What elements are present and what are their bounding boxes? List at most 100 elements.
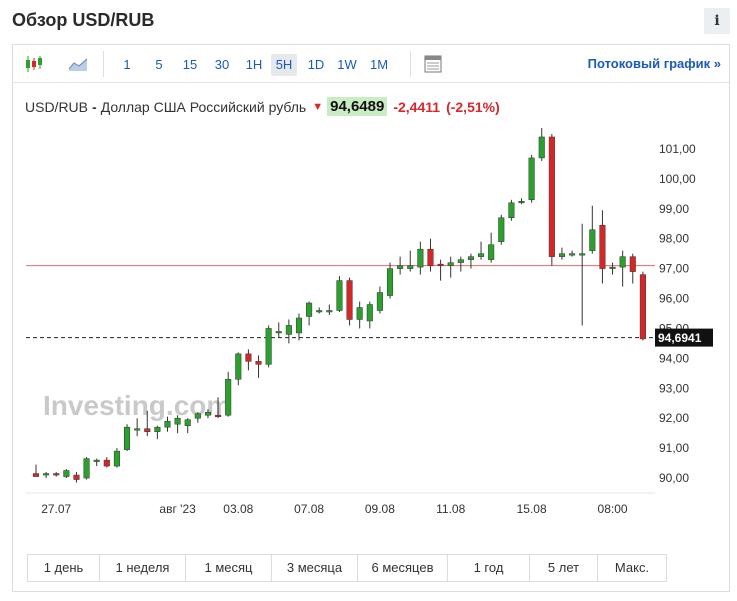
candle-up bbox=[306, 302, 313, 317]
quote-line: USD/RUB - Доллар США Российский рубль ▼ 94,6… bbox=[25, 97, 500, 117]
candle-down bbox=[346, 280, 353, 320]
x-tick-label: 09.08 bbox=[365, 502, 395, 516]
y-tick-label: 96,00 bbox=[659, 292, 689, 306]
candle-down bbox=[73, 474, 80, 480]
y-tick-label: 99,00 bbox=[659, 202, 689, 216]
range-button[interactable]: 3 месяца bbox=[272, 555, 358, 581]
candle-up bbox=[194, 413, 201, 419]
price-change: -2,4411 bbox=[393, 98, 441, 115]
candle-down bbox=[32, 473, 40, 477]
streaming-chart-link[interactable]: Потоковый график » bbox=[587, 56, 721, 71]
candle-up bbox=[336, 280, 343, 311]
quote-symbol: USD/RUB bbox=[25, 98, 89, 115]
range-button[interactable]: 1 неделя bbox=[100, 555, 186, 581]
candle-up bbox=[235, 353, 242, 380]
y-tick-label: 94,00 bbox=[659, 351, 689, 365]
y-tick-label: 92,00 bbox=[659, 411, 689, 425]
candle-up bbox=[83, 458, 90, 479]
candle-up bbox=[467, 256, 474, 260]
toolbar-divider bbox=[103, 51, 104, 77]
interval-5h[interactable]: 5H bbox=[271, 54, 297, 76]
interval-30[interactable]: 30 bbox=[214, 57, 230, 72]
candle-up bbox=[386, 268, 394, 296]
y-tick-label: 91,00 bbox=[659, 441, 689, 455]
candle-up bbox=[488, 244, 495, 260]
range-button[interactable]: 1 год bbox=[448, 555, 530, 581]
x-tick-label: 27.07 bbox=[41, 502, 71, 516]
candle-up bbox=[376, 292, 383, 311]
candle-up bbox=[589, 229, 596, 251]
candle-up bbox=[225, 379, 232, 416]
candle-up bbox=[265, 328, 272, 365]
candle-down bbox=[144, 428, 151, 432]
candle-down bbox=[53, 473, 60, 476]
down-arrow-icon: ▼ bbox=[312, 100, 324, 113]
candle-down bbox=[639, 274, 646, 340]
x-tick-label: 11.08 bbox=[436, 502, 465, 516]
candle-up bbox=[295, 317, 303, 334]
toolbar-divider bbox=[410, 51, 411, 77]
last-price: 94,6489 bbox=[327, 97, 388, 116]
candle-down bbox=[215, 414, 222, 417]
info-icon[interactable]: i bbox=[704, 8, 730, 34]
range-button[interactable]: 1 день bbox=[28, 555, 100, 581]
area-chart-icon[interactable] bbox=[67, 53, 89, 75]
candle-up bbox=[174, 417, 181, 425]
candle-down bbox=[427, 248, 434, 266]
candle-up bbox=[316, 310, 323, 313]
y-tick-label: 100,00 bbox=[659, 172, 696, 186]
y-tick-label: 93,00 bbox=[659, 381, 689, 395]
candle-down bbox=[103, 459, 110, 467]
range-button[interactable]: Макс. bbox=[614, 560, 650, 575]
candle-up bbox=[407, 265, 414, 269]
range-button[interactable]: 1 месяц bbox=[186, 555, 272, 581]
candle-up bbox=[417, 248, 424, 268]
price-change-percent: (-2,51%) bbox=[446, 98, 500, 115]
candle-up bbox=[134, 428, 141, 431]
y-tick-label: 97,00 bbox=[659, 262, 689, 276]
candle-up bbox=[397, 265, 404, 269]
x-tick-label: авг '23 bbox=[159, 502, 196, 516]
range-button[interactable]: 6 месяцев bbox=[358, 555, 448, 581]
quote-separator: - bbox=[92, 98, 97, 115]
time-range-bar: 1 день 1 неделя 1 месяц 3 месяца 6 месяцев 1 … bbox=[27, 554, 667, 582]
candle-up bbox=[579, 253, 586, 256]
candle-up bbox=[326, 310, 333, 313]
candle-down bbox=[629, 256, 636, 272]
candle-up bbox=[447, 262, 454, 266]
candle-up bbox=[558, 253, 565, 257]
y-tick-label: 101,00 bbox=[659, 142, 696, 156]
chart-toolbar: 1 5 15 30 1H 5H 1D 1W 1M Потоковый графи… bbox=[13, 45, 729, 83]
candlestick-chart[interactable]: Investing.com90,0091,0092,0093,0094,0095… bbox=[13, 125, 729, 525]
table-view-icon[interactable] bbox=[422, 53, 444, 75]
interval-1h[interactable]: 1H bbox=[245, 57, 263, 72]
candle-up bbox=[63, 470, 70, 477]
interval-15[interactable]: 15 bbox=[182, 57, 198, 72]
candle-down bbox=[437, 263, 444, 266]
interval-1m[interactable]: 1M bbox=[369, 57, 389, 72]
candle-up bbox=[619, 256, 626, 268]
title-bar: Обзор USD/RUB i bbox=[12, 8, 730, 34]
interval-1w[interactable]: 1W bbox=[337, 57, 357, 72]
candle-up bbox=[609, 266, 616, 269]
candle-down bbox=[255, 361, 262, 365]
interval-1[interactable]: 1 bbox=[123, 57, 131, 72]
candle-up bbox=[124, 426, 131, 450]
interval-1d[interactable]: 1D bbox=[307, 57, 325, 72]
candle-up bbox=[184, 419, 191, 426]
candlestick-chart-icon[interactable] bbox=[23, 53, 45, 75]
candle-up bbox=[366, 304, 373, 322]
candle-down bbox=[245, 353, 252, 362]
x-tick-label: 07.08 bbox=[294, 502, 324, 516]
last-value-label: 94,6941 bbox=[658, 331, 702, 345]
range-button[interactable]: 5 лет bbox=[530, 555, 598, 581]
candle-up bbox=[528, 157, 535, 201]
investing-watermark: Investing.com bbox=[43, 390, 231, 421]
candle-down bbox=[548, 136, 555, 257]
chart-panel: 1 5 15 30 1H 5H 1D 1W 1M Потоковый графи… bbox=[12, 44, 730, 592]
x-tick-label: 03.08 bbox=[223, 502, 253, 516]
candle-up bbox=[538, 136, 545, 159]
last-value-label-box bbox=[655, 328, 713, 347]
interval-5[interactable]: 5 bbox=[155, 57, 163, 72]
candle-up bbox=[204, 411, 211, 416]
